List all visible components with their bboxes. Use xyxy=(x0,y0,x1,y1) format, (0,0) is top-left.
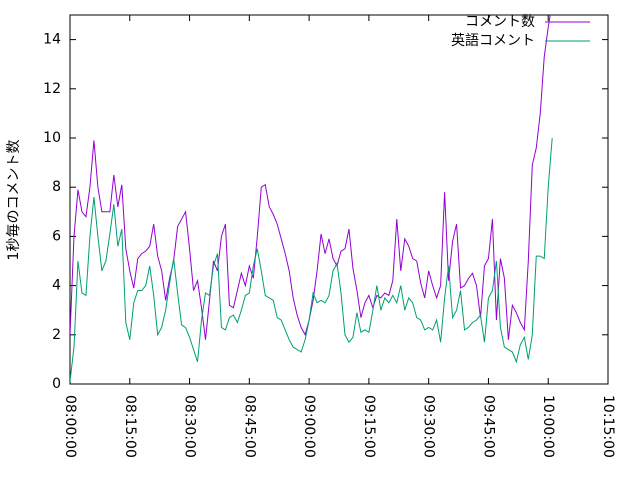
x-tick-label: 10:15:00 xyxy=(600,395,616,458)
x-tick-label: 10:00:00 xyxy=(540,395,556,458)
y-axis-label: 1秒毎のコメント数 xyxy=(6,140,22,261)
x-tick-label: 09:30:00 xyxy=(421,395,437,458)
y-tick-label: 2 xyxy=(52,327,61,343)
y-tick-label: 4 xyxy=(52,278,61,294)
legend-label: コメント数 xyxy=(465,14,535,30)
plot-border xyxy=(69,14,609,385)
series-line xyxy=(70,137,553,382)
x-tick-label: 08:00:00 xyxy=(62,395,78,458)
x-tick-label: 09:45:00 xyxy=(480,395,496,458)
x-tick-label: 09:00:00 xyxy=(301,395,317,458)
y-tick-label: 12 xyxy=(43,81,61,97)
x-tick-label: 08:30:00 xyxy=(182,395,198,458)
y-tick-label: 14 xyxy=(43,32,61,48)
legend-label: 英語コメント xyxy=(451,32,535,49)
x-tick-label: 08:15:00 xyxy=(122,395,138,458)
y-tick-label: 8 xyxy=(52,179,61,195)
x-tick-label: 08:45:00 xyxy=(241,395,257,458)
y-tick-label: 10 xyxy=(43,130,61,146)
y-tick-label: 0 xyxy=(52,376,61,392)
y-tick-label: 6 xyxy=(52,228,61,244)
series-line xyxy=(70,15,551,340)
x-tick-label: 09:15:00 xyxy=(361,395,377,458)
